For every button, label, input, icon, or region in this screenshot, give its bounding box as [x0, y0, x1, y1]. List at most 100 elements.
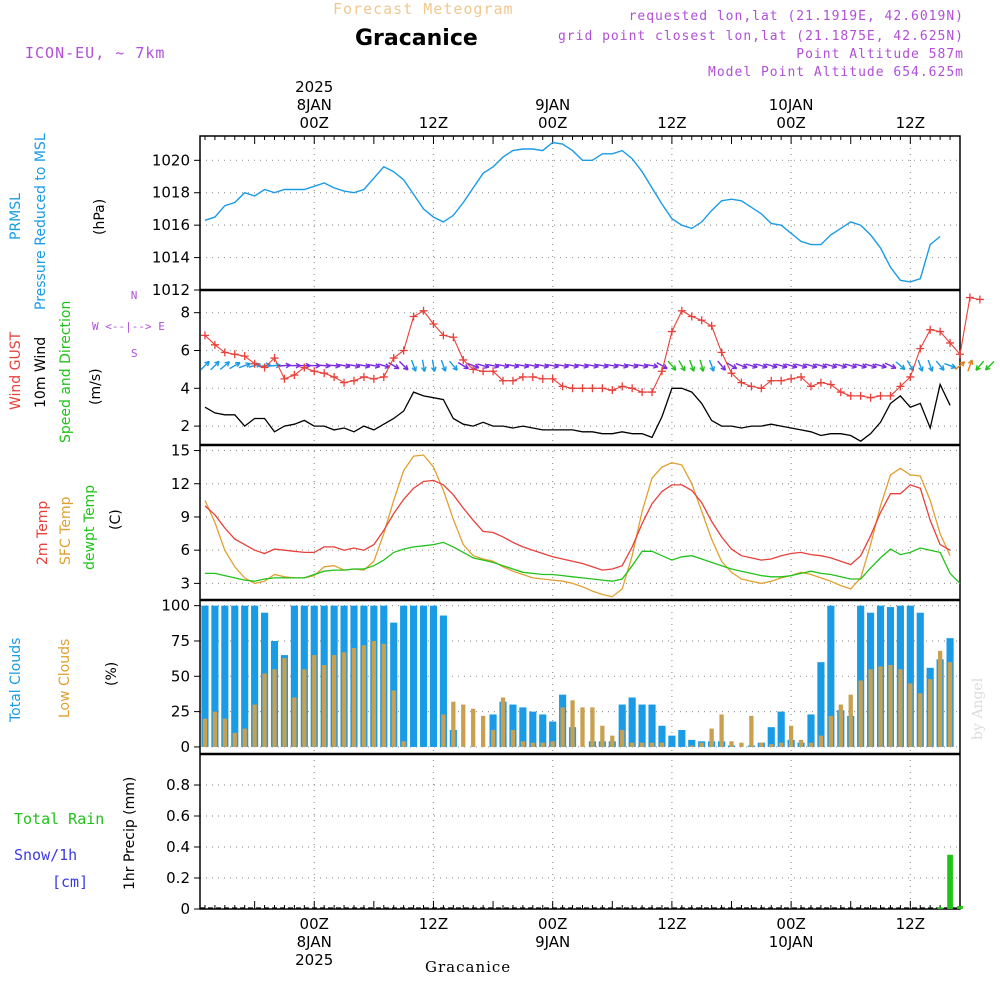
low-cloud-bar	[550, 741, 555, 747]
wind-arrow-head	[553, 363, 560, 369]
wind-arrow-head	[939, 365, 945, 371]
total-cloud-bar	[539, 714, 547, 747]
wind-arrow-head	[689, 366, 696, 372]
model-label: ICON-EU, ~ 7km	[25, 44, 166, 62]
wind-arrow	[775, 363, 788, 369]
total-cloud-bar	[817, 662, 825, 747]
gust-marker	[290, 371, 299, 380]
bottom-date-label: 9JAN	[535, 933, 570, 951]
wind-arrow	[546, 363, 560, 369]
gust-marker	[399, 346, 408, 355]
gust-marker	[538, 374, 547, 383]
wind-arrow-shaft	[238, 362, 251, 369]
gridpoint-coords: grid point closest lon,lat (21.1875E, 42…	[557, 29, 964, 44]
wind-arrow-head	[742, 363, 748, 369]
gust-marker	[638, 388, 647, 397]
low-cloud-bar	[252, 704, 257, 747]
wind-arrow-shaft	[985, 360, 995, 371]
low-cloud-bar	[759, 742, 764, 747]
total-cloud-bar	[857, 605, 865, 747]
total-cloud-bar	[221, 605, 229, 747]
rain-bar	[947, 854, 953, 909]
wind-arrow	[975, 360, 985, 371]
gust-marker	[369, 374, 378, 383]
wind-arrow-shaft	[717, 360, 726, 371]
low-cloud-bar	[232, 732, 237, 747]
wind-arrow-shaft	[935, 360, 945, 371]
gust-marker	[717, 348, 726, 357]
wind-arrow-shaft	[536, 363, 549, 368]
gust-marker	[707, 321, 716, 330]
wind-arrow	[487, 363, 500, 369]
top-date-label: 10JAN	[769, 96, 814, 114]
gust-marker	[379, 372, 388, 381]
low-cloud-bar	[222, 718, 227, 747]
gust-marker	[250, 359, 259, 368]
wind-arrow-head	[975, 365, 981, 371]
wind-arrow	[667, 360, 677, 371]
wind-arrow	[440, 359, 447, 372]
gust-marker	[876, 391, 885, 400]
wind-arrow-head	[245, 362, 251, 368]
wind-arrow-head	[533, 363, 540, 369]
gust-marker	[965, 293, 974, 302]
gust-marker	[469, 365, 478, 374]
wind-arrow-shaft	[834, 363, 847, 368]
gust-marker	[727, 369, 736, 378]
wind-arrow-head	[633, 363, 639, 369]
gust-marker	[489, 367, 498, 376]
wind-arrow-shaft	[884, 362, 897, 369]
wind-arrow-shaft	[895, 361, 906, 371]
gust-marker	[439, 331, 448, 340]
wind-arrow-shaft	[844, 363, 857, 368]
top-hour-label: 00Z	[776, 114, 805, 132]
gust-marker	[349, 376, 358, 385]
wind-arrow	[834, 363, 848, 369]
wind-arrow-head	[224, 361, 231, 367]
gust-marker	[836, 388, 845, 397]
model-altitude: Model Point Altitude 654.625m	[708, 65, 964, 80]
wind-arrow-head	[959, 361, 966, 367]
gust-marker	[657, 367, 666, 376]
low-cloud-bar	[262, 673, 267, 747]
ytick-label-p4: 75	[171, 632, 190, 650]
wind-arrow-head	[772, 363, 778, 369]
compass-e: E	[158, 320, 165, 333]
wind-arrow-head	[881, 363, 887, 369]
wind-arrow-shaft	[814, 363, 827, 368]
wind-arrow-shaft	[854, 363, 867, 368]
wind-arrow-head	[393, 364, 400, 370]
gust-marker	[300, 363, 309, 372]
wind-arrow-head	[791, 363, 798, 369]
wind-arrow-shaft	[506, 363, 519, 368]
gust-marker	[429, 320, 438, 329]
total-cloud-bar	[429, 605, 438, 747]
wind-arrow-shaft	[586, 363, 599, 368]
wind-arrow-head	[811, 363, 818, 369]
wind-arrow	[906, 360, 915, 372]
ytick-label-p4: 0	[180, 738, 190, 756]
compass-arrows: <--|-->	[105, 320, 152, 333]
wind-arrow	[854, 363, 867, 369]
low-cloud-bar	[659, 742, 665, 747]
wind-arrow-head	[234, 361, 241, 368]
gust-marker	[677, 306, 686, 315]
gust-marker	[916, 344, 925, 353]
wind-arrow-head	[928, 366, 934, 372]
low-cloud-bar	[312, 655, 317, 747]
total-cloud-bar	[638, 704, 646, 747]
wind-arrow-shaft	[645, 363, 659, 368]
wind-arrow-head	[967, 359, 974, 366]
ytick-label-p3: 3	[180, 574, 190, 592]
gust-marker	[310, 367, 319, 376]
low-cloud-bar	[292, 697, 297, 747]
compass-w: W	[92, 320, 99, 333]
wind-arrow-head	[643, 363, 649, 369]
wind-arrow-shaft	[755, 363, 768, 368]
wind-arrow	[689, 359, 696, 372]
wind-arrow	[765, 363, 778, 369]
ytick-label-p3: 9	[180, 508, 190, 526]
wind-arrow-head	[861, 363, 867, 369]
total-cloud-bar	[290, 605, 298, 747]
